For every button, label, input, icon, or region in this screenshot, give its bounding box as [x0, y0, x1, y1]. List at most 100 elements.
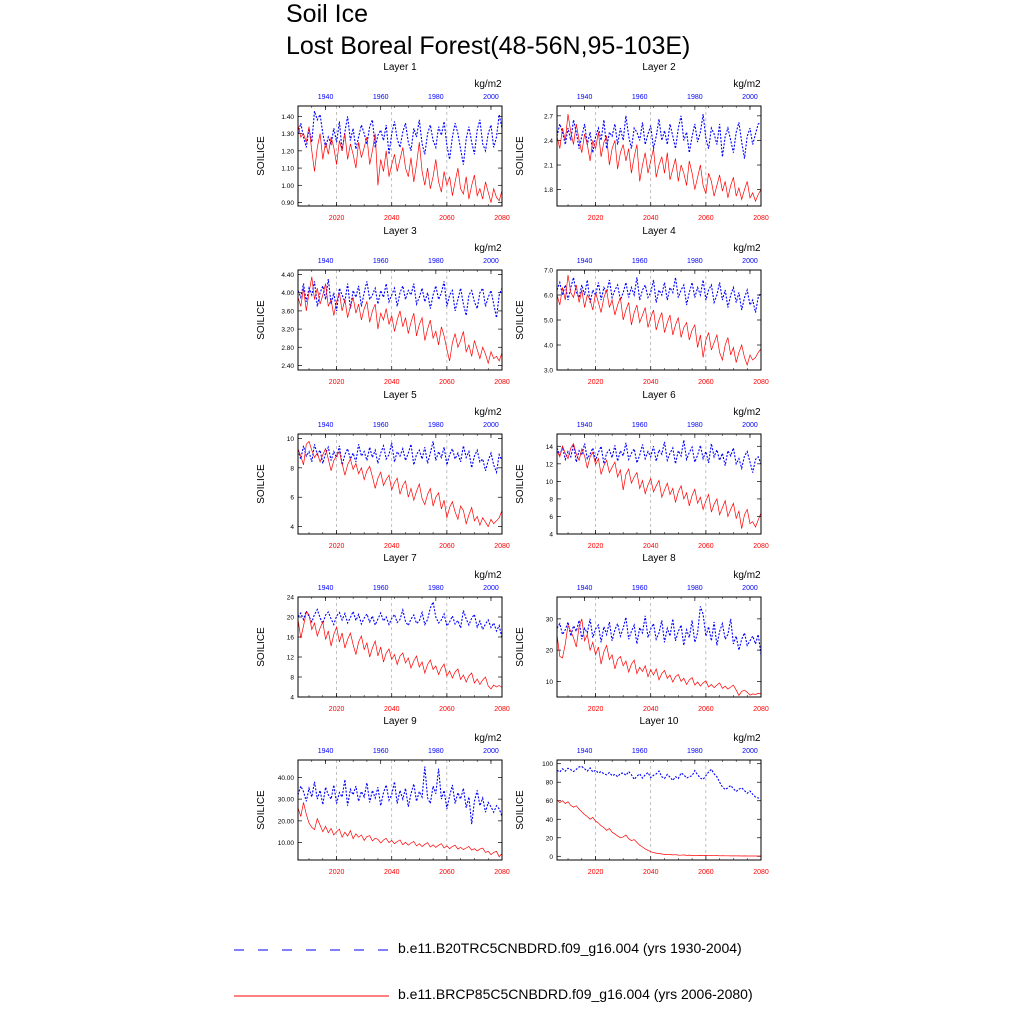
bottom-tick-label: 2060 [698, 706, 714, 713]
units-label: kg/m2 [474, 570, 502, 581]
series-historical [556, 440, 762, 473]
bottom-tick-label: 2080 [753, 379, 769, 386]
bottom-tick-label: 2060 [439, 869, 455, 876]
y-axis-label: SOILICE [256, 464, 267, 504]
y-tick-label: 3.60 [281, 308, 294, 315]
top-tick-label: 1960 [632, 422, 648, 429]
plot-frame [556, 269, 762, 371]
top-tick-label: 2000 [742, 258, 758, 265]
y-tick-label: 20 [287, 615, 295, 622]
plot-frame [297, 269, 503, 371]
bottom-tick-label: 2080 [494, 869, 510, 876]
y-tick-label: 10 [287, 436, 295, 443]
y-tick-label: 4 [290, 524, 294, 531]
units-label: kg/m2 [474, 243, 502, 254]
bottom-tick-label: 2040 [384, 379, 400, 386]
top-tick-label: 1960 [373, 748, 389, 755]
top-tick-label: 1940 [318, 258, 334, 265]
panel-title: Layer 5 [383, 390, 417, 401]
units-label: kg/m2 [733, 243, 761, 254]
bottom-tick-label: 2020 [329, 869, 345, 876]
legend-future-swatch [234, 995, 389, 997]
legend-historical-swatch [234, 949, 389, 951]
bottom-tick-label: 2040 [643, 706, 659, 713]
y-tick-label: 16 [287, 635, 295, 642]
y-tick-label: 10.00 [278, 840, 295, 847]
y-axis-label: SOILICE [515, 136, 526, 176]
top-tick-label: 2000 [483, 748, 499, 755]
plot-frame [556, 759, 762, 861]
series-future [297, 440, 503, 528]
series-future [556, 274, 762, 367]
bottom-tick-label: 2080 [494, 706, 510, 713]
panel-title: Layer 6 [642, 390, 676, 401]
y-tick-label: 1.10 [281, 166, 294, 173]
bottom-tick-label: 2080 [494, 543, 510, 550]
top-tick-label: 2000 [742, 748, 758, 755]
y-tick-label: 40.00 [278, 775, 295, 782]
y-tick-label: 30 [546, 616, 554, 623]
panel-title: Layer 9 [383, 716, 417, 727]
top-tick-label: 1980 [428, 94, 444, 101]
series-future [556, 442, 762, 529]
series-historical [297, 600, 503, 639]
y-tick-label: 4.0 [544, 343, 553, 350]
panel-title: Layer 8 [642, 553, 676, 564]
series-future [297, 611, 503, 690]
bottom-tick-label: 2080 [494, 215, 510, 222]
series-future [297, 802, 503, 858]
top-tick-label: 1960 [632, 94, 648, 101]
series-historical [297, 441, 503, 475]
y-axis-label: SOILICE [515, 627, 526, 667]
units-label: kg/m2 [474, 79, 502, 90]
y-tick-label: 4.00 [281, 290, 294, 297]
bottom-tick-label: 2040 [384, 543, 400, 550]
top-tick-label: 1980 [428, 422, 444, 429]
top-tick-label: 1940 [318, 748, 334, 755]
series-historical [297, 111, 503, 165]
units-label: kg/m2 [733, 570, 761, 581]
y-tick-label: 0 [549, 854, 553, 861]
panel-title: Layer 3 [383, 226, 417, 237]
series-historical [556, 765, 762, 799]
y-tick-label: 12 [287, 655, 295, 662]
bottom-tick-label: 2040 [384, 215, 400, 222]
top-tick-label: 2000 [483, 585, 499, 592]
top-tick-label: 1940 [318, 585, 334, 592]
y-tick-label: 7.0 [544, 268, 553, 275]
top-tick-label: 1960 [373, 258, 389, 265]
y-axis-label: SOILICE [515, 300, 526, 340]
legend-historical-label: b.e11.B20TRC5CNBDRD.f09_g16.004 (yrs 193… [398, 940, 742, 956]
top-tick-label: 2000 [483, 422, 499, 429]
series-historical [297, 766, 503, 825]
y-tick-label: 20 [546, 648, 554, 655]
y-axis-label: SOILICE [256, 300, 267, 340]
legend-future-label: b.e11.BRCP85C5CNBDRD.f09_g16.004 (yrs 20… [398, 986, 753, 1002]
bottom-tick-label: 2080 [753, 215, 769, 222]
bottom-tick-label: 2060 [439, 215, 455, 222]
y-tick-label: 6.0 [544, 293, 553, 300]
y-tick-label: 2.7 [544, 113, 553, 120]
y-tick-label: 10 [546, 679, 554, 686]
y-tick-label: 40 [546, 817, 554, 824]
y-tick-label: 1.8 [544, 187, 553, 194]
series-future [297, 124, 503, 203]
y-tick-label: 30.00 [278, 797, 295, 804]
y-tick-label: 100 [542, 761, 553, 768]
units-label: kg/m2 [733, 79, 761, 90]
panel-title: Layer 7 [383, 553, 417, 564]
series-historical [556, 114, 762, 159]
top-tick-label: 1960 [632, 258, 648, 265]
top-tick-label: 1960 [373, 422, 389, 429]
y-axis-label: SOILICE [256, 136, 267, 176]
series-future [297, 276, 503, 365]
y-tick-label: 3.0 [544, 368, 553, 375]
plot-frame [556, 433, 762, 535]
bottom-tick-label: 2080 [753, 543, 769, 550]
top-tick-label: 1940 [318, 422, 334, 429]
bottom-tick-label: 2040 [384, 869, 400, 876]
top-tick-label: 1980 [428, 258, 444, 265]
plot-frame [297, 596, 503, 698]
